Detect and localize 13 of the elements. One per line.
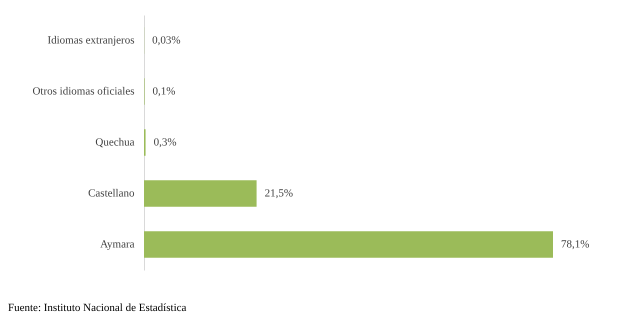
y-tick-label: Otros idiomas oficiales [32, 86, 134, 98]
y-tick-label: Castellano [88, 188, 135, 200]
bar [144, 231, 553, 258]
data-label: 0,03% [152, 34, 181, 46]
data-label: 0,3% [154, 136, 176, 148]
source-note: Fuente: Instituto Nacional de Estadística [8, 302, 187, 314]
bar [144, 180, 257, 207]
data-label: 21,5% [264, 188, 294, 200]
data-label: 0,1% [152, 86, 176, 98]
data-label: 78,1% [561, 238, 590, 250]
y-tick-label: Idiomas extranjeros [47, 34, 134, 46]
y-tick-label: Aymara [100, 238, 135, 250]
y-tick-label: Quechua [95, 136, 135, 148]
